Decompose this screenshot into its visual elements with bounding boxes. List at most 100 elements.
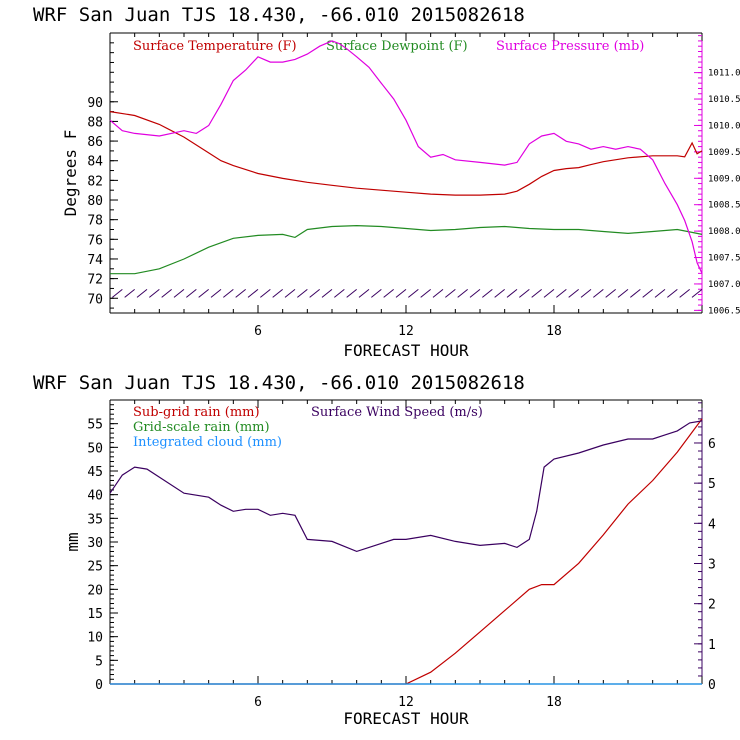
y-tick-label: 70	[87, 292, 103, 307]
y-tick-label: 15	[87, 607, 103, 622]
wind-barb	[247, 288, 259, 298]
y-tick-label: 90	[87, 96, 103, 111]
y-tick-label: 55	[87, 418, 103, 433]
wind-barb	[445, 288, 456, 298]
wind-barb	[408, 288, 419, 298]
y2-tick-label: 1009.0	[708, 174, 740, 184]
y2-tick-label: 1009.5	[708, 148, 740, 158]
y2-tick-label: 1010.0	[708, 121, 740, 131]
y-tick-label: 25	[87, 560, 103, 575]
y-tick-label: 45	[87, 465, 103, 480]
y-tick-label: 5	[95, 654, 103, 669]
y-tick-label: 82	[87, 174, 103, 189]
wind-barb	[556, 288, 567, 298]
series-line-surface-wind-speed-m-s	[109, 420, 703, 553]
y2-tick-label: 4	[708, 517, 716, 532]
y-tick-label: 76	[87, 233, 103, 248]
y-tick-label: 40	[87, 489, 103, 504]
wind-barb	[260, 288, 271, 298]
legend-entry: Surface Wind Speed (m/s)	[311, 405, 483, 420]
wind-barb	[617, 288, 629, 298]
series-group	[109, 40, 703, 275]
wind-barb	[568, 288, 579, 298]
wind-barbs-group	[112, 288, 703, 298]
chart-title: WRF San Juan TJS 18.430, -66.010 2015082…	[33, 372, 525, 394]
wind-barb	[679, 288, 690, 298]
y2-tick-label: 1007.5	[708, 254, 740, 264]
y-tick-label: 20	[87, 583, 103, 598]
wind-barb	[161, 288, 172, 298]
y-tick-label: 0	[95, 678, 103, 693]
series-group	[109, 418, 703, 685]
wind-barb	[284, 288, 296, 298]
y2-tick-label: 3	[708, 557, 716, 572]
y2-tick-label: 1011.0	[708, 69, 740, 79]
series-line-sub-grid-rain-mm	[110, 418, 703, 685]
y-axis-label: mm	[63, 532, 82, 551]
wind-barb	[457, 288, 468, 298]
legend-entry: Surface Dewpoint (F)	[326, 39, 468, 54]
x-axis-label: FORECAST HOUR	[343, 341, 469, 360]
series-line-surface-temperature-f	[109, 111, 703, 196]
wind-barb	[272, 288, 283, 298]
y-tick-label: 35	[87, 512, 103, 527]
chart-title: WRF San Juan TJS 18.430, -66.010 2015082…	[33, 4, 525, 26]
wind-barb	[112, 288, 123, 298]
y-tick-label: 74	[87, 253, 103, 268]
wind-barb	[593, 288, 604, 298]
x-tick-label: 12	[398, 695, 414, 710]
wind-barb	[482, 288, 493, 298]
legend-entry: Integrated cloud (mm)	[133, 435, 282, 450]
wind-barb	[605, 288, 616, 298]
x-axis-label: FORECAST HOUR	[343, 709, 469, 728]
wind-barb	[519, 288, 530, 298]
y-tick-label: 84	[87, 155, 103, 170]
y-tick-label: 88	[87, 115, 103, 130]
wind-barb	[136, 288, 148, 298]
wind-barb	[630, 288, 641, 298]
wind-barb	[223, 288, 234, 298]
wind-barb	[691, 288, 703, 298]
wind-barb	[334, 288, 345, 298]
wind-barb	[173, 288, 185, 298]
y-tick-label: 10	[87, 631, 103, 646]
wind-barb	[198, 288, 209, 298]
x-tick-label: 18	[546, 324, 562, 339]
x-tick-label: 18	[546, 695, 562, 710]
y2-tick-label: 0	[708, 678, 716, 693]
wind-barb	[309, 288, 320, 298]
wind-barb	[124, 288, 135, 298]
y-tick-label: 50	[87, 441, 103, 456]
wind-barb	[235, 288, 246, 298]
wind-barb	[149, 288, 160, 298]
y2-tick-label: 1008.5	[708, 201, 740, 211]
x-tick-label: 6	[254, 324, 262, 339]
wind-barb	[395, 288, 407, 298]
wind-barb	[186, 288, 197, 298]
wind-barb	[210, 288, 222, 298]
y-tick-label: 78	[87, 214, 103, 229]
wind-barb	[494, 288, 505, 298]
wind-barb	[432, 288, 444, 298]
y-tick-label: 72	[87, 273, 103, 288]
wind-barb	[358, 288, 370, 298]
y2-tick-label: 6	[708, 437, 716, 452]
wind-barb	[297, 288, 308, 298]
wind-barb	[543, 288, 555, 298]
y-tick-label: 80	[87, 194, 103, 209]
legend-entry: Surface Temperature (F)	[133, 39, 297, 54]
wind-barb	[642, 288, 653, 298]
y2-tick-label: 1	[708, 638, 716, 653]
y2-tick-label: 1006.5	[708, 306, 740, 316]
y-axis-label: Degrees F	[61, 130, 80, 217]
y2-tick-label: 1010.5	[708, 95, 740, 105]
y2-tick-label: 5	[708, 477, 716, 492]
wind-barb	[469, 288, 481, 298]
wind-barb	[531, 288, 542, 298]
legend-entry: Sub-grid rain (mm)	[133, 405, 260, 420]
wind-barb	[667, 288, 678, 298]
y-tick-label: 30	[87, 536, 103, 551]
wind-barb	[371, 288, 382, 298]
wind-barb	[346, 288, 357, 298]
